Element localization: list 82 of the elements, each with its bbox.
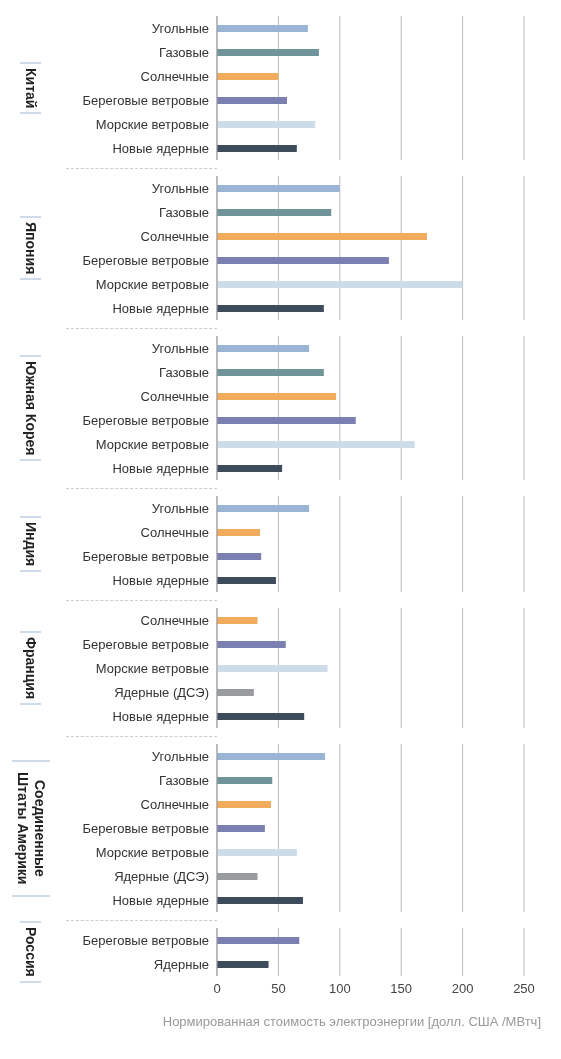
bar [217, 617, 258, 624]
bar [217, 465, 283, 472]
y-tick-label: Новые ядерные [112, 892, 209, 908]
bar [217, 145, 297, 152]
bar [217, 417, 356, 424]
bar [217, 753, 326, 760]
y-tick-label: Новые ядерные [112, 300, 209, 316]
bar [217, 233, 427, 240]
y-tick-label: Солнечные [140, 612, 209, 628]
x-tick-label: 50 [271, 981, 286, 997]
y-tick-label: Газовые [159, 204, 209, 220]
y-tick-label: Угольные [151, 180, 209, 196]
y-tick-label: Угольные [151, 500, 209, 516]
bar [217, 553, 262, 560]
y-tick-label: Новые ядерные [112, 708, 209, 724]
bar [217, 121, 316, 128]
bar [217, 441, 415, 448]
x-tick-label: 200 [451, 981, 474, 997]
bar [217, 641, 286, 648]
y-tick-label: Ядерные (ДСЭ) [114, 684, 209, 700]
bar [217, 97, 287, 104]
x-tick-label: 250 [513, 981, 535, 997]
y-tick-label: Ядерные (ДСЭ) [114, 868, 209, 884]
y-tick-label: Береговые ветровые [82, 252, 209, 268]
bracket: Соединенные Штаты Америки [11, 759, 50, 897]
x-tick-label: 0 [213, 981, 221, 997]
bar [217, 897, 303, 904]
y-tick-label: Новые ядерные [112, 460, 209, 476]
y-tick-label: Морские ветровые [95, 116, 209, 132]
y-tick-label: Береговые ветровые [82, 548, 209, 564]
bar [217, 185, 340, 192]
bar [217, 777, 273, 784]
bracket: Япония [20, 215, 41, 281]
y-tick-label: Береговые ветровые [82, 932, 209, 948]
bar [217, 825, 265, 832]
bar [217, 73, 279, 80]
y-tick-label: Угольные [151, 340, 209, 356]
y-tick-label: Солнечные [140, 68, 209, 84]
bar [217, 713, 305, 720]
bracket: Индия [20, 515, 41, 573]
bracket: Франция [20, 630, 41, 706]
y-tick-label: Угольные [151, 20, 209, 36]
bar [217, 529, 260, 536]
bar [217, 393, 337, 400]
y-tick-label: Береговые ветровые [82, 636, 209, 652]
y-tick-label: Морские ветровые [95, 276, 209, 292]
y-tick-label: Газовые [159, 364, 209, 380]
y-tick-label: Береговые ветровые [82, 92, 209, 108]
y-tick-label: Солнечные [140, 796, 209, 812]
bar [217, 49, 319, 56]
y-tick-label: Новые ядерные [112, 140, 209, 156]
y-tick-label: Солнечные [140, 388, 209, 404]
bar [217, 345, 310, 352]
bar [217, 801, 272, 808]
x-axis-title: Нормированная стоимость электроэнергии [долл. США /МВтч] [161, 1014, 541, 1029]
y-tick-label: Газовые [159, 772, 209, 788]
y-tick-label: Морские ветровые [95, 844, 209, 860]
bar [217, 257, 389, 264]
bar [217, 209, 332, 216]
bar [217, 25, 308, 32]
bracket: Россия [20, 921, 41, 983]
y-tick-label: Газовые [159, 44, 209, 60]
bar [217, 849, 297, 856]
bar [217, 305, 324, 312]
bar [217, 505, 310, 512]
x-tick-label: 100 [328, 981, 351, 997]
y-tick-label: Береговые ветровые [82, 820, 209, 836]
y-tick-label: Морские ветровые [95, 660, 209, 676]
bar [217, 369, 324, 376]
y-tick-label: Ядерные [153, 956, 209, 972]
y-tick-label: Морские ветровые [95, 436, 209, 452]
bracket: Китай [20, 61, 41, 115]
y-tick-label: Солнечные [140, 524, 209, 540]
y-tick-label: Угольные [151, 748, 209, 764]
bar [217, 281, 463, 288]
bracket: Южная Корея [20, 354, 41, 462]
bar [217, 665, 328, 672]
y-tick-label: Новые ядерные [112, 572, 209, 588]
x-tick-label: 150 [390, 981, 413, 997]
bar [217, 577, 276, 584]
y-tick-label: Береговые ветровые [82, 412, 209, 428]
y-tick-label: Солнечные [140, 228, 209, 244]
